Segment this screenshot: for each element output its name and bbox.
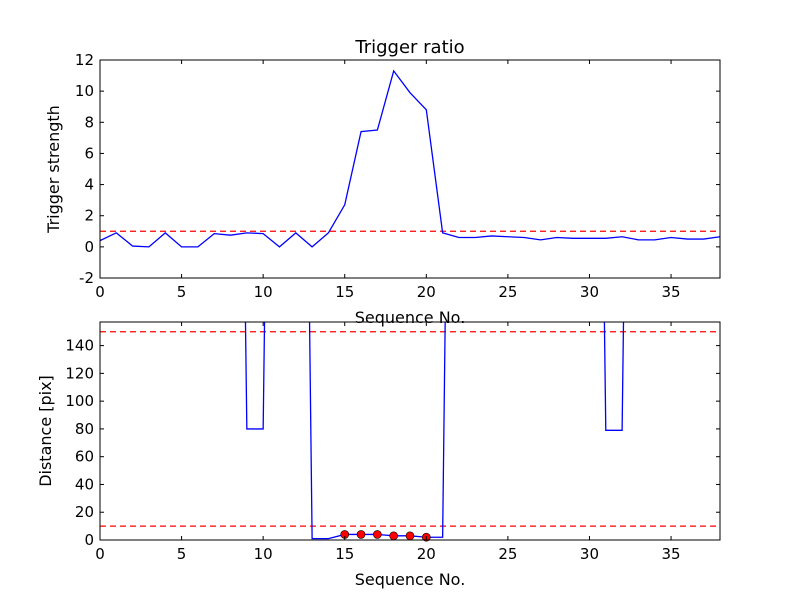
y-tick-label: 120 <box>65 364 94 382</box>
plot-area <box>100 322 720 540</box>
y-tick-label: 0 <box>84 238 94 256</box>
x-tick-label: 15 <box>335 545 354 563</box>
data-marker <box>405 531 415 541</box>
x-tick-label: 20 <box>417 283 436 301</box>
x-tick-label: 5 <box>177 283 187 301</box>
y-tick-label: 4 <box>84 176 94 194</box>
y-tick-label: 80 <box>75 420 94 438</box>
data-line <box>100 69 720 248</box>
x-tick-label: 20 <box>417 545 436 563</box>
data-marker <box>356 530 366 539</box>
y-axis-label: Trigger strength <box>44 105 63 234</box>
data-marker <box>373 530 382 539</box>
y-tick-label: 8 <box>84 113 94 131</box>
y-tick-label: -2 <box>79 269 94 287</box>
y-tick-label: 60 <box>75 448 94 466</box>
x-tick-label: 25 <box>498 545 517 563</box>
y-tick-label: 2 <box>84 207 94 225</box>
data-line <box>244 322 625 540</box>
x-axis-label: Sequence No. <box>355 308 466 327</box>
axes-frame <box>99 321 721 541</box>
x-axis-label: Sequence No. <box>355 570 466 589</box>
x-tick-label: 30 <box>580 283 599 301</box>
y-tick-label: 40 <box>75 475 94 493</box>
y-tick-label: 6 <box>84 144 94 162</box>
x-tick-label: 35 <box>662 545 681 563</box>
y-tick-label: 140 <box>65 337 94 355</box>
subplot-2: 0 5 10 15 20 25 30 35 0 20 40 60 80 100 120 140 Sequence… <box>36 321 721 589</box>
y-tick-label: 12 <box>75 51 94 69</box>
x-tick-label: 10 <box>254 545 273 563</box>
y-tick-label: 20 <box>75 503 94 521</box>
y-tick-label: 0 <box>84 531 94 549</box>
x-tick-label: 0 <box>95 545 105 563</box>
x-tick-label: 5 <box>177 545 187 563</box>
plot-area <box>100 69 720 248</box>
y-axis-label: Distance [pix] <box>36 375 55 487</box>
x-tick-label: 30 <box>580 545 599 563</box>
x-tick-label: 15 <box>335 283 354 301</box>
chart-title: Trigger ratio <box>354 37 464 58</box>
y-tick-label: 10 <box>75 82 94 100</box>
x-tick-label: 25 <box>498 283 517 301</box>
x-tick-label: 10 <box>254 283 273 301</box>
y-tick-label: 100 <box>65 392 94 410</box>
x-tick-label: 35 <box>662 283 681 301</box>
x-tick-label: 0 <box>95 283 105 301</box>
axes-frame <box>99 59 721 279</box>
data-marker <box>389 531 398 541</box>
